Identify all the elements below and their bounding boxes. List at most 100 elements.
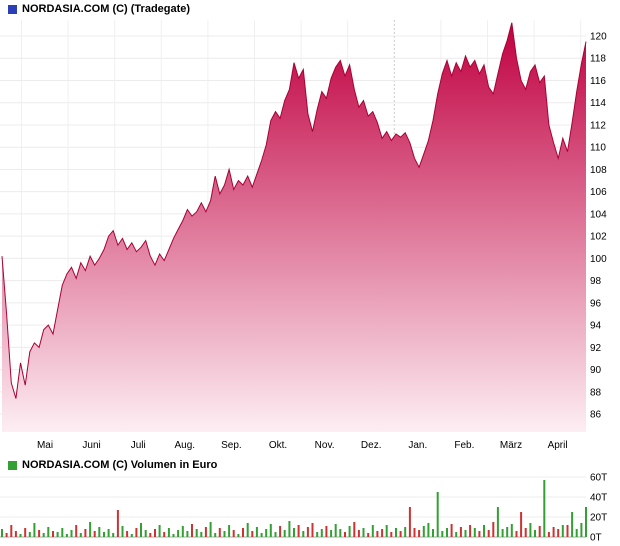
x-tick-label: Juni [82, 440, 100, 451]
x-tick-label: Juli [131, 440, 146, 451]
volume-bar [441, 531, 444, 537]
price-y-tick-label: 120 [590, 32, 607, 43]
volume-bar [38, 530, 41, 537]
volume-bar [163, 532, 166, 537]
volume-bar [575, 529, 578, 537]
volume-series-marker-icon [8, 460, 17, 470]
volume-bar [293, 528, 295, 537]
volume-bar [116, 510, 119, 537]
volume-bar [209, 522, 212, 537]
volume-bar [408, 507, 411, 537]
volume-bar [167, 528, 170, 537]
volume-chart-title: NORDASIA.COM (C) Volumen in Euro [22, 459, 218, 471]
volume-bar [218, 528, 221, 537]
price-y-tick-label: 106 [590, 187, 607, 198]
volume-bar [274, 532, 277, 537]
volume-bar [204, 527, 207, 537]
volume-bar [260, 533, 263, 537]
volume-bar [283, 530, 286, 537]
volume-bar [552, 527, 555, 537]
volume-bar [223, 531, 226, 537]
volume-bar [376, 531, 379, 537]
volume-bar [172, 534, 175, 537]
volume-bar [469, 525, 472, 537]
volume-bar [306, 527, 309, 537]
price-y-tick-label: 90 [590, 365, 602, 376]
volume-bar [47, 527, 50, 537]
volume-bar [251, 531, 254, 537]
volume-bar [487, 530, 490, 537]
volume-bar [580, 523, 583, 537]
price-y-tick-label: 100 [590, 254, 607, 265]
volume-bar [24, 528, 27, 537]
volume-bar [103, 532, 105, 537]
volume-bar [492, 522, 495, 537]
x-tick-label: Jan. [408, 440, 427, 451]
volume-bar [547, 532, 550, 537]
volume-bar [571, 512, 574, 537]
volume-bar [348, 526, 351, 537]
volume-bar [432, 529, 434, 537]
volume-bar [181, 526, 184, 537]
volume-bar [464, 530, 467, 537]
volume-bar [585, 507, 587, 537]
volume-bar [214, 533, 217, 537]
volume-bar [237, 534, 240, 537]
volume-bar [353, 522, 356, 537]
volume-bar [413, 528, 416, 537]
volume-bar [191, 524, 193, 537]
volume-bar [140, 523, 142, 537]
price-y-tick-label: 116 [590, 76, 606, 87]
volume-bar [357, 530, 360, 537]
volume-y-tick-label: 0T [590, 533, 602, 544]
price-y-tick-label: 86 [590, 410, 602, 421]
volume-bar [93, 531, 96, 537]
volume-bar [19, 534, 22, 537]
volume-bar [515, 531, 518, 537]
x-tick-label: Okt. [269, 440, 287, 451]
volume-bar [344, 532, 346, 537]
price-series-marker-icon [8, 4, 17, 14]
volume-bar [10, 525, 13, 537]
volume-bar [70, 530, 73, 537]
volume-bar [154, 529, 156, 537]
volume-bar [334, 524, 337, 537]
price-y-tick-label: 110 [590, 143, 606, 154]
volume-bar [149, 533, 152, 537]
volume-bar [473, 528, 476, 537]
x-tick-label: Feb. [454, 440, 474, 451]
volume-bar [506, 527, 509, 537]
volume-bar [33, 523, 36, 537]
volume-bar [330, 530, 333, 537]
volume-bar [135, 528, 138, 537]
volume-bar [483, 525, 485, 537]
volume-bar [320, 529, 323, 537]
volume-bar [158, 525, 161, 537]
volume-bar [195, 529, 198, 537]
price-y-tick-label: 88 [590, 387, 602, 398]
price-y-tick-label: 102 [590, 232, 607, 243]
price-y-tick-label: 94 [590, 321, 602, 332]
volume-bar [566, 525, 569, 537]
x-tick-label: Nov. [315, 440, 335, 451]
volume-bar [246, 523, 249, 537]
price-line [1, 22, 587, 399]
volume-bar [524, 528, 527, 537]
volume-chart: 0T 20T 40T 60T [0, 473, 607, 544]
price-y-tick-label: 112 [590, 120, 606, 131]
volume-bar [399, 531, 402, 537]
volume-bar [269, 524, 272, 537]
price-y-tick-label: 92 [590, 343, 602, 354]
volume-bar [52, 531, 54, 537]
volume-bar [65, 534, 68, 537]
volume-bar [446, 528, 448, 537]
volume-bar [177, 530, 180, 537]
volume-bar [381, 529, 384, 537]
x-tick-label: Mai [37, 440, 53, 451]
volume-bar [496, 507, 499, 537]
price-y-tick-label: 96 [590, 298, 602, 309]
volume-bar [144, 530, 147, 537]
volume-bar [186, 531, 189, 537]
volume-bar [61, 528, 64, 537]
volume-bar [529, 523, 532, 537]
